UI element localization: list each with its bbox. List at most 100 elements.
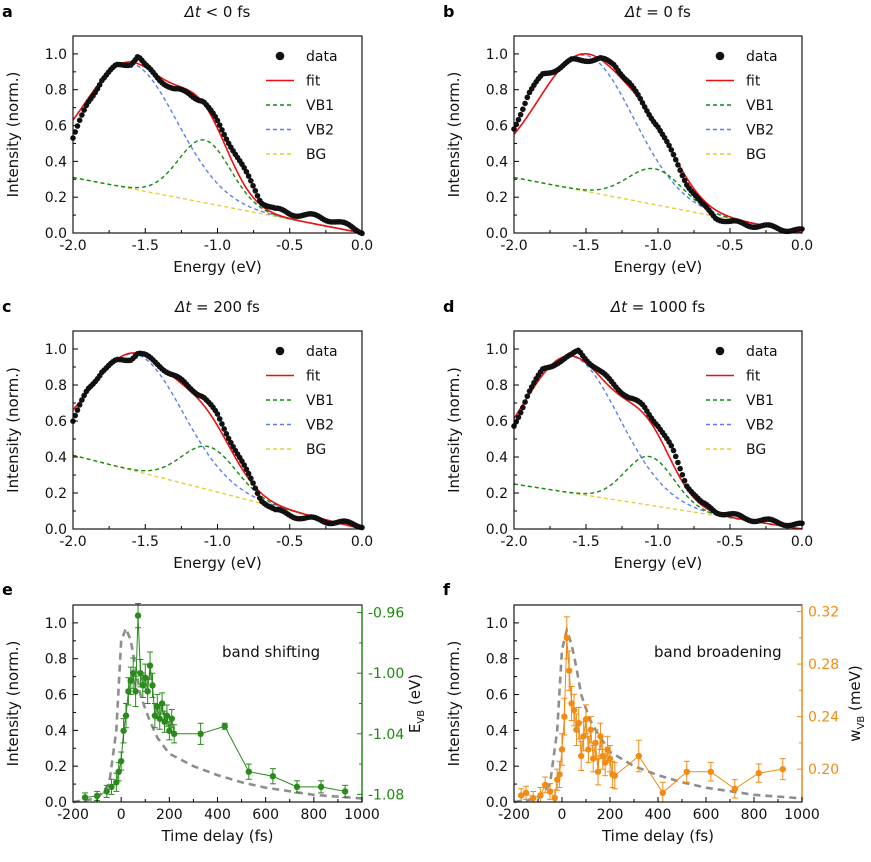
data-point bbox=[293, 783, 301, 791]
data-point bbox=[522, 789, 530, 797]
data-point bbox=[252, 485, 259, 491]
data-point bbox=[639, 100, 646, 106]
data-point bbox=[528, 384, 535, 390]
data-point bbox=[666, 142, 672, 149]
data-point bbox=[668, 442, 675, 449]
data-point bbox=[248, 475, 254, 482]
panel-f: f 0.32 0.28 0.24 0.20 -200 0 200 400 600 800 1000 0.… bbox=[443, 580, 867, 845]
data-point bbox=[130, 669, 137, 677]
data-point bbox=[243, 466, 250, 473]
data-point bbox=[221, 426, 227, 432]
x-tick-label: -2.0 bbox=[59, 534, 86, 550]
x-tick-label: 0.0 bbox=[791, 238, 813, 254]
x-tick-label: 800 bbox=[300, 807, 327, 823]
data-point bbox=[675, 162, 681, 168]
data-point bbox=[779, 765, 786, 773]
data-point bbox=[132, 688, 139, 695]
data-point bbox=[568, 700, 575, 707]
legend-label-fit: fit bbox=[746, 369, 761, 385]
data-point bbox=[683, 768, 690, 775]
y-tick-label: 1.0 bbox=[486, 342, 508, 358]
data-point bbox=[679, 172, 686, 179]
y-tick-label: 0.6 bbox=[486, 688, 508, 704]
y2-tick-label: -1.04 bbox=[368, 727, 404, 743]
data-point bbox=[161, 718, 168, 725]
y-axis-label: Intensity (norm.) bbox=[4, 367, 22, 493]
y-tick-label: 1.0 bbox=[45, 342, 67, 358]
x-tick-label: 1000 bbox=[344, 807, 380, 823]
y-axis-label: Intensity (norm.) bbox=[4, 641, 22, 767]
data-point bbox=[245, 470, 252, 477]
y2-tick-label: -1.08 bbox=[368, 787, 404, 803]
data-point bbox=[755, 769, 762, 777]
y-tick-label: 0.0 bbox=[45, 522, 67, 538]
x-tick-label: -1.0 bbox=[204, 534, 231, 550]
data-point bbox=[570, 706, 578, 714]
data-point bbox=[120, 727, 127, 734]
data-point bbox=[245, 768, 253, 775]
data-point bbox=[594, 768, 602, 775]
data-point bbox=[72, 129, 79, 135]
data-point bbox=[558, 746, 566, 753]
x-axis-label: Time delay (fs) bbox=[601, 827, 714, 845]
data-point bbox=[122, 712, 130, 719]
data-point bbox=[524, 393, 531, 400]
x-tick-label: -2.0 bbox=[500, 534, 527, 550]
data-point bbox=[243, 168, 250, 175]
panel-a: a Δt < 0 fs -2.0 -1.5 -1.0 -0.5 0.0 0.0 0.2 0.4 0.… bbox=[2, 2, 373, 276]
y2-tick-label: -1.00 bbox=[368, 666, 404, 682]
data-point bbox=[731, 785, 738, 793]
legend: data fit VB1 VB2 BG bbox=[266, 344, 338, 458]
data-point bbox=[79, 112, 85, 118]
data-point bbox=[219, 421, 225, 427]
legend: data fit VB1 VB2 BG bbox=[266, 49, 338, 163]
y-tick-label: 0.4 bbox=[486, 450, 508, 466]
data-point bbox=[515, 414, 522, 421]
data-point bbox=[254, 490, 261, 497]
x-tick-label: -1.5 bbox=[132, 534, 159, 550]
legend-label-vb1: VB1 bbox=[746, 393, 774, 409]
legend-label-data: data bbox=[746, 49, 778, 65]
data-point bbox=[592, 739, 599, 747]
legend-label-data: data bbox=[746, 344, 778, 360]
y-tick-label: 0.6 bbox=[45, 688, 67, 704]
legend-label-vb2: VB2 bbox=[746, 418, 774, 434]
data-point bbox=[542, 781, 549, 789]
y-tick-label: 0.6 bbox=[486, 119, 508, 135]
x-tick-label: 0.0 bbox=[351, 534, 373, 550]
y-tick-label: 1.0 bbox=[486, 47, 508, 63]
y-tick-label: 0.0 bbox=[486, 522, 508, 538]
x-tick-label: -0.5 bbox=[716, 534, 743, 550]
data-point bbox=[248, 178, 254, 184]
x-tick-label: -1.5 bbox=[132, 238, 159, 254]
y-tick-label: 0.2 bbox=[486, 759, 508, 775]
legend-data-marker bbox=[715, 51, 725, 61]
data-point bbox=[522, 100, 528, 107]
panel-b: b Δt = 0 fs -2.0 -1.5 -1.0 -0.5 0.0 0.0 0.2 0.4 0.… bbox=[443, 2, 813, 276]
legend-data-marker bbox=[275, 51, 285, 61]
data-point bbox=[250, 480, 256, 486]
panel-letter: b bbox=[443, 2, 454, 21]
data-point bbox=[530, 794, 537, 802]
data-point bbox=[670, 447, 677, 454]
legend: data fit VB1 VB2 BG bbox=[706, 49, 778, 163]
data-point bbox=[679, 471, 686, 478]
x-tick-label: 0.0 bbox=[791, 534, 813, 550]
legend-label-vb1: VB1 bbox=[306, 393, 334, 409]
legend-label-fit: fit bbox=[746, 74, 761, 90]
legend-data-marker bbox=[275, 346, 285, 356]
data-point bbox=[146, 662, 154, 669]
y-tick-label: 0.6 bbox=[486, 414, 508, 430]
data-point bbox=[672, 453, 679, 460]
data-point bbox=[635, 752, 642, 760]
data-point bbox=[125, 688, 132, 695]
y-axis-label: Intensity (norm.) bbox=[445, 72, 463, 198]
y2-axis-label: wVB (meV) bbox=[846, 665, 867, 742]
data-point bbox=[76, 402, 83, 408]
data-point bbox=[156, 715, 163, 722]
data-point bbox=[241, 462, 247, 468]
panel-title: Δt = 0 fs bbox=[624, 3, 691, 21]
data-point bbox=[520, 106, 526, 113]
x-tick-label: -0.5 bbox=[276, 534, 303, 550]
data-point bbox=[197, 730, 204, 738]
